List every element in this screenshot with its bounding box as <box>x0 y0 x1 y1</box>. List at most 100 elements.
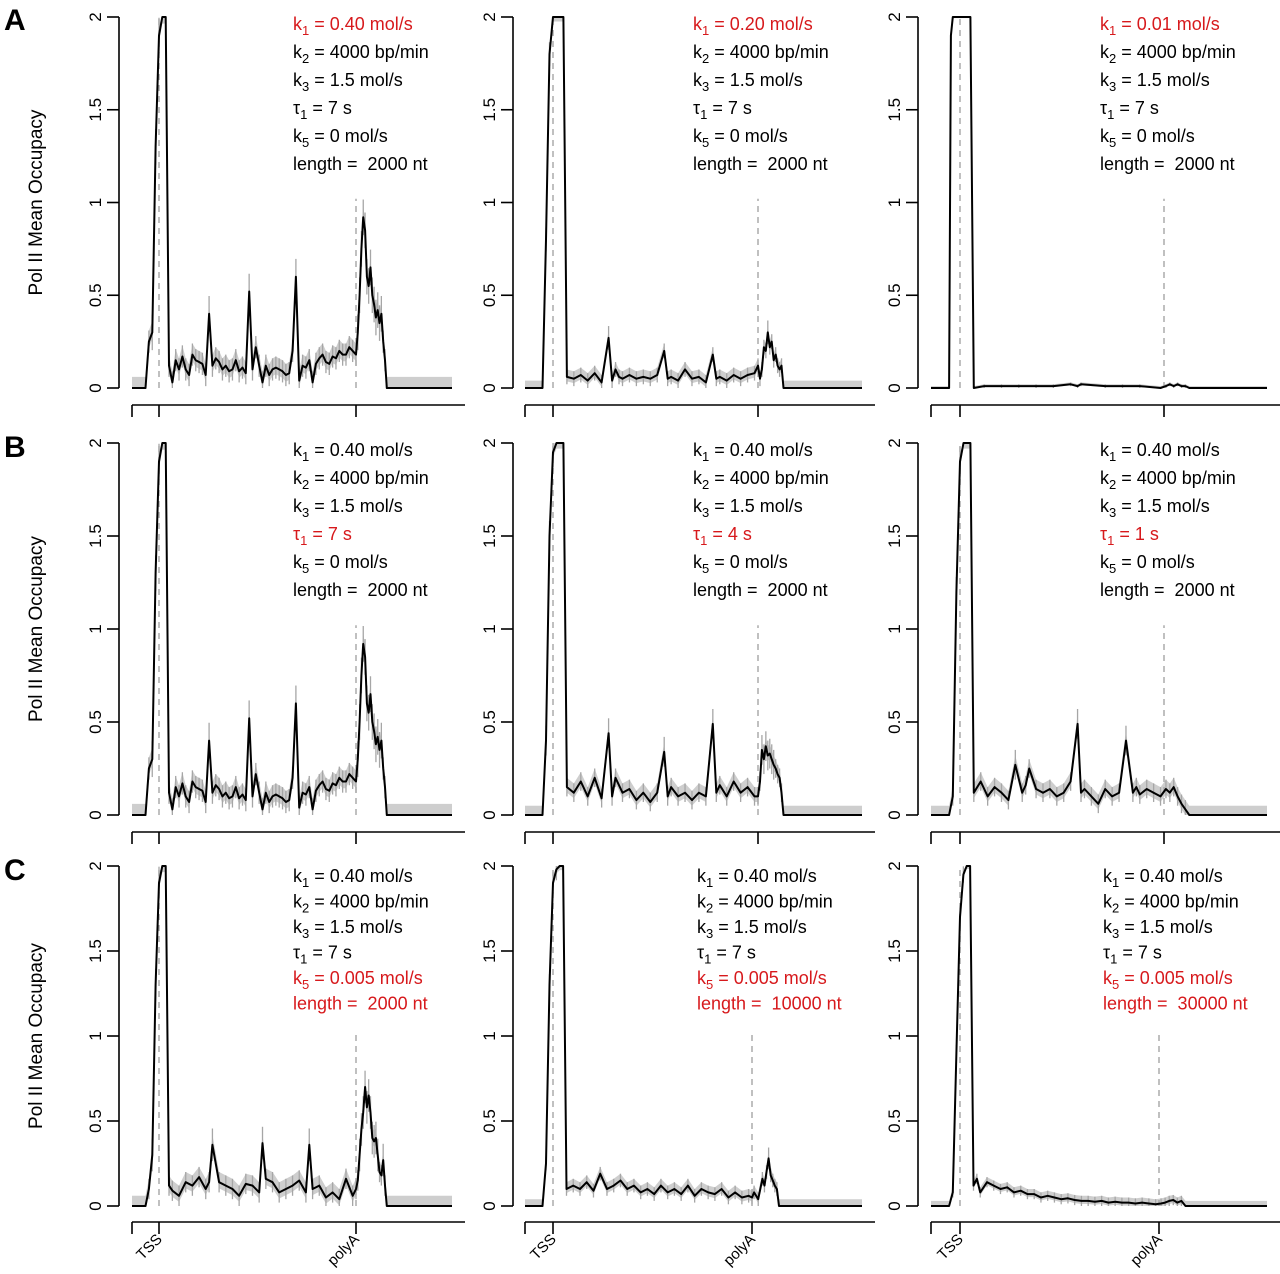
param-k1: k1 = 0.40 mol/s <box>293 440 413 464</box>
y-tick-label: 1 <box>86 624 105 633</box>
param-value: = 2000 nt <box>1149 580 1235 600</box>
y-tick-label: 2 <box>86 12 105 21</box>
param-value: = 0.40 mol/s <box>309 866 413 886</box>
y-axis-title: Pol II Mean Occupacy <box>26 536 47 722</box>
error-band <box>525 866 862 1206</box>
x-tick-label-tss: TSS <box>527 1231 560 1264</box>
occupancy-line <box>525 16 862 389</box>
param-subscript: 5 <box>702 561 709 576</box>
param-symbol: k <box>1100 42 1110 62</box>
param-length: length = 2000 nt <box>293 154 428 174</box>
y-tick-label: 1.5 <box>885 524 904 548</box>
param-k3: k3 = 1.5 mol/s <box>1100 70 1210 94</box>
param-symbol: k <box>1100 14 1110 34</box>
param-symbol: k <box>1100 440 1110 460</box>
occupancy-line <box>132 442 452 816</box>
param-value: = 1.5 mol/s <box>713 917 807 937</box>
param-tau1: τ1 = 7 s <box>1100 98 1159 122</box>
param-tau1: τ1 = 7 s <box>693 98 752 122</box>
x-tick-label-tss: TSS <box>934 1231 967 1264</box>
param-subscript: 1 <box>1110 952 1117 967</box>
panel-b1: 00.511.52 k1 = 0.40 mol/sk2 = 4000 bp/min… <box>86 438 465 844</box>
param-subscript: 3 <box>302 926 309 941</box>
y-tick-label: 0 <box>885 810 904 819</box>
param-subscript: 1 <box>700 107 707 122</box>
param-subscript: 2 <box>1109 477 1116 492</box>
param-symbol: length <box>1103 994 1152 1014</box>
param-symbol: length <box>1100 154 1149 174</box>
param-symbol: k <box>693 14 703 34</box>
param-value: = 1.5 mol/s <box>309 496 403 516</box>
param-value: = 1.5 mol/s <box>309 917 403 937</box>
param-value: = 4000 bp/min <box>309 468 429 488</box>
param-length: length = 2000 nt <box>293 994 428 1014</box>
param-k5: k5 = 0.005 mol/s <box>697 968 827 992</box>
param-value: = 2000 nt <box>1149 154 1235 174</box>
y-tick-label: 1.5 <box>86 939 105 963</box>
param-subscript: 1 <box>300 952 307 967</box>
param-subscript: 5 <box>1109 135 1116 150</box>
y-tick-label: 1 <box>480 1031 499 1040</box>
error-band <box>132 17 452 388</box>
param-subscript: 2 <box>302 51 309 66</box>
param-subscript: 2 <box>706 901 713 916</box>
y-tick-label: 0 <box>86 1201 105 1210</box>
y-tick-label: 1.5 <box>480 98 499 122</box>
param-k1: k1 = 0.40 mol/s <box>293 14 413 38</box>
param-subscript: 3 <box>1109 79 1116 94</box>
param-symbol: k <box>293 968 303 988</box>
param-symbol: k <box>293 42 303 62</box>
y-tick-label: 1 <box>885 624 904 633</box>
x-tick-label-polya: polyA <box>324 1231 363 1270</box>
param-symbol: k <box>697 968 707 988</box>
occupancy-line <box>931 16 1267 389</box>
param-subscript: 1 <box>1112 875 1119 890</box>
y-tick-label: 2 <box>885 438 904 447</box>
param-subscript: 3 <box>302 79 309 94</box>
param-tau1: τ1 = 7 s <box>697 943 756 967</box>
param-value: = 0 mol/s <box>309 126 388 146</box>
param-subscript: 3 <box>702 79 709 94</box>
param-value: = 0.005 mol/s <box>309 968 423 988</box>
y-tick-label: 0 <box>480 810 499 819</box>
param-subscript: 1 <box>706 875 713 890</box>
param-tau1: τ1 = 7 s <box>293 524 352 548</box>
y-tick-label: 0 <box>86 383 105 392</box>
param-symbol: k <box>693 468 703 488</box>
param-symbol: τ <box>1100 524 1107 544</box>
param-k5: k5 = 0 mol/s <box>293 552 388 576</box>
param-k5: k5 = 0 mol/s <box>1100 126 1195 150</box>
panel-b2: 00.511.52 k1 = 0.40 mol/sk2 = 4000 bp/min… <box>480 438 875 844</box>
param-symbol: k <box>293 917 303 937</box>
param-value: = 4000 bp/min <box>1116 468 1236 488</box>
param-symbol: τ <box>293 524 300 544</box>
param-value: = 10000 nt <box>746 994 842 1014</box>
param-k3: k3 = 1.5 mol/s <box>1100 496 1210 520</box>
param-value: = 0 mol/s <box>1116 552 1195 572</box>
y-tick-label: 2 <box>86 438 105 447</box>
y-tick-label: 1.5 <box>885 939 904 963</box>
occupancy-line <box>931 442 1267 816</box>
param-symbol: k <box>1100 552 1110 572</box>
param-value: = 0.40 mol/s <box>713 866 817 886</box>
param-symbol: τ <box>693 98 700 118</box>
param-symbol: k <box>1103 968 1113 988</box>
param-symbol: k <box>1100 496 1110 516</box>
param-symbol: k <box>1103 866 1113 886</box>
param-symbol: k <box>693 440 703 460</box>
param-length: length = 2000 nt <box>1100 154 1235 174</box>
param-subscript: 3 <box>302 505 309 520</box>
param-subscript: 1 <box>700 533 707 548</box>
param-value: = 0 mol/s <box>309 552 388 572</box>
param-value: = 1.5 mol/s <box>1116 496 1210 516</box>
y-tick-label: 0.5 <box>86 710 105 734</box>
param-k3: k3 = 1.5 mol/s <box>693 496 803 520</box>
param-k1: k1 = 0.40 mol/s <box>293 866 413 890</box>
param-subscript: 5 <box>302 977 309 992</box>
param-value: = 0 mol/s <box>1116 126 1195 146</box>
param-length: length = 2000 nt <box>1100 580 1235 600</box>
param-subscript: 5 <box>706 977 713 992</box>
param-symbol: k <box>293 126 303 146</box>
